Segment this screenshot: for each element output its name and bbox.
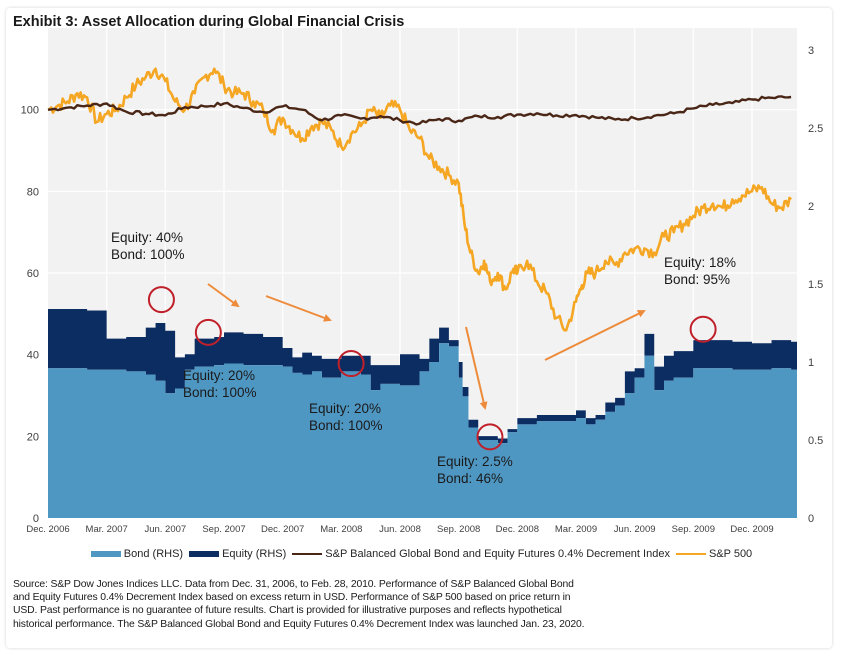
legend-label-bond: Bond (RHS) <box>123 548 184 560</box>
legend-label-equity: Equity (RHS) <box>222 548 287 560</box>
equity-area <box>48 308 797 444</box>
trend-arrow <box>544 310 646 361</box>
chart-title: Exhibit 3: Asset Allocation during Globa… <box>13 14 405 30</box>
legend-label-balanced-index: S&P Balanced Global Bond and Equity Futu… <box>325 548 670 560</box>
x-axis-tick-label: Mar. 2009 <box>555 524 597 535</box>
highlight-circle <box>689 315 717 343</box>
source-note: Source: S&P Dow Jones Indices LLC. Data … <box>13 578 733 631</box>
x-axis-tick-label: Sep. 2008 <box>437 524 480 535</box>
x-axis-tick-label: Jun. 2008 <box>379 524 421 535</box>
source-line: and Equity Futures 0.4% Decrement Index … <box>13 592 571 604</box>
annotation-label: Bond: 100% <box>111 247 185 262</box>
right-axis-tick-label: 0 <box>808 513 814 525</box>
x-axis-tick-label: Jun. 2009 <box>614 524 656 535</box>
annotation-label: Bond: 95% <box>664 272 730 287</box>
right-axis-tick-label: 3 <box>808 45 814 57</box>
legend-swatch-sp500 <box>675 553 706 555</box>
annotation-label: Equity: 20% <box>309 401 381 416</box>
trend-arrow <box>465 326 488 410</box>
right-axis: 0 0.5 1 1.5 2 2.5 3 <box>808 45 823 525</box>
annotation-label: Bond: 100% <box>183 385 257 400</box>
sp500-line <box>47 67 793 332</box>
annotation-label: Equity: 20% <box>183 368 255 383</box>
trend-arrow <box>265 295 332 322</box>
x-axis-tick-label: Mar. 2008 <box>320 524 362 535</box>
left-axis-tick-label: 80 <box>27 186 39 198</box>
x-axis-tick-label: Mar. 2007 <box>86 524 128 535</box>
lines-layer <box>47 67 793 332</box>
balanced-index-line <box>47 95 792 126</box>
annotation-label: Equity: 2.5% <box>437 454 513 469</box>
left-axis-tick-label: 20 <box>27 431 39 443</box>
trend-arrow <box>207 283 240 308</box>
source-line: historical performance. The S&P Balanced… <box>13 618 585 630</box>
left-axis-tick-label: 100 <box>21 105 39 117</box>
left-axis-tick-label: 60 <box>27 268 39 280</box>
x-axis-tick-label: Dec. 2009 <box>730 524 773 535</box>
legend: Bond (RHS) Equity (RHS) S&P Balanced Glo… <box>0 548 843 560</box>
annotation-label: Equity: 18% <box>664 255 736 270</box>
right-axis-tick-label: 2.5 <box>808 123 823 135</box>
left-axis: 0 20 40 60 80 100 <box>21 105 39 525</box>
right-axis-tick-label: 1.5 <box>808 279 823 291</box>
x-axis-tick-label: Dec. 2007 <box>261 524 304 535</box>
left-axis-tick-label: 40 <box>27 350 39 362</box>
legend-swatch-balanced-index <box>292 553 323 555</box>
right-axis-tick-label: 2 <box>808 201 814 213</box>
x-axis-tick-label: Dec. 2006 <box>26 524 69 535</box>
highlight-circle <box>147 286 175 314</box>
highlight-circle <box>194 318 222 346</box>
areas-layer <box>48 308 797 518</box>
legend-item-sp500: S&P 500 <box>675 548 753 560</box>
bond-area <box>48 343 797 518</box>
chart-svg: Equity: 40% Bond: 100% Equity: 20% Bond: 10… <box>21 28 823 535</box>
legend-item-balanced-index: S&P Balanced Global Bond and Equity Futu… <box>292 548 670 560</box>
legend-label-sp500: S&P 500 <box>708 548 753 560</box>
x-axis-tick-label: Dec. 2008 <box>496 524 539 535</box>
source-line: Source: S&P Dow Jones Indices LLC. Data … <box>13 579 574 590</box>
annotation-label: Bond: 46% <box>437 471 503 486</box>
legend-item-equity: Equity (RHS) <box>189 548 286 560</box>
highlight-circle <box>476 423 504 451</box>
x-axis-tick-label: Jun. 2007 <box>144 524 186 535</box>
right-axis-tick-label: 1 <box>808 357 814 369</box>
x-axis-tick-label: Sep. 2009 <box>672 524 715 535</box>
annotation-label: Bond: 100% <box>309 418 383 433</box>
annotations-layer: Equity: 40% Bond: 100% Equity: 20% Bond: 10… <box>111 230 736 486</box>
legend-swatch-bond <box>90 551 121 557</box>
source-line: USD. Past performance is no guarantee of… <box>13 605 562 617</box>
right-axis-tick-label: 0.5 <box>808 435 823 447</box>
legend-item-bond: Bond (RHS) <box>90 548 184 560</box>
left-axis-tick-label: 0 <box>33 513 39 525</box>
legend-swatch-equity <box>189 551 220 557</box>
x-axis: Dec. 2006 Mar. 2007 Jun. 2007 Sep. 2007 Dec.… <box>26 524 773 535</box>
x-axis-tick-label: Sep. 2007 <box>202 524 245 535</box>
highlight-circle <box>337 350 365 378</box>
annotation-label: Equity: 40% <box>111 230 183 245</box>
